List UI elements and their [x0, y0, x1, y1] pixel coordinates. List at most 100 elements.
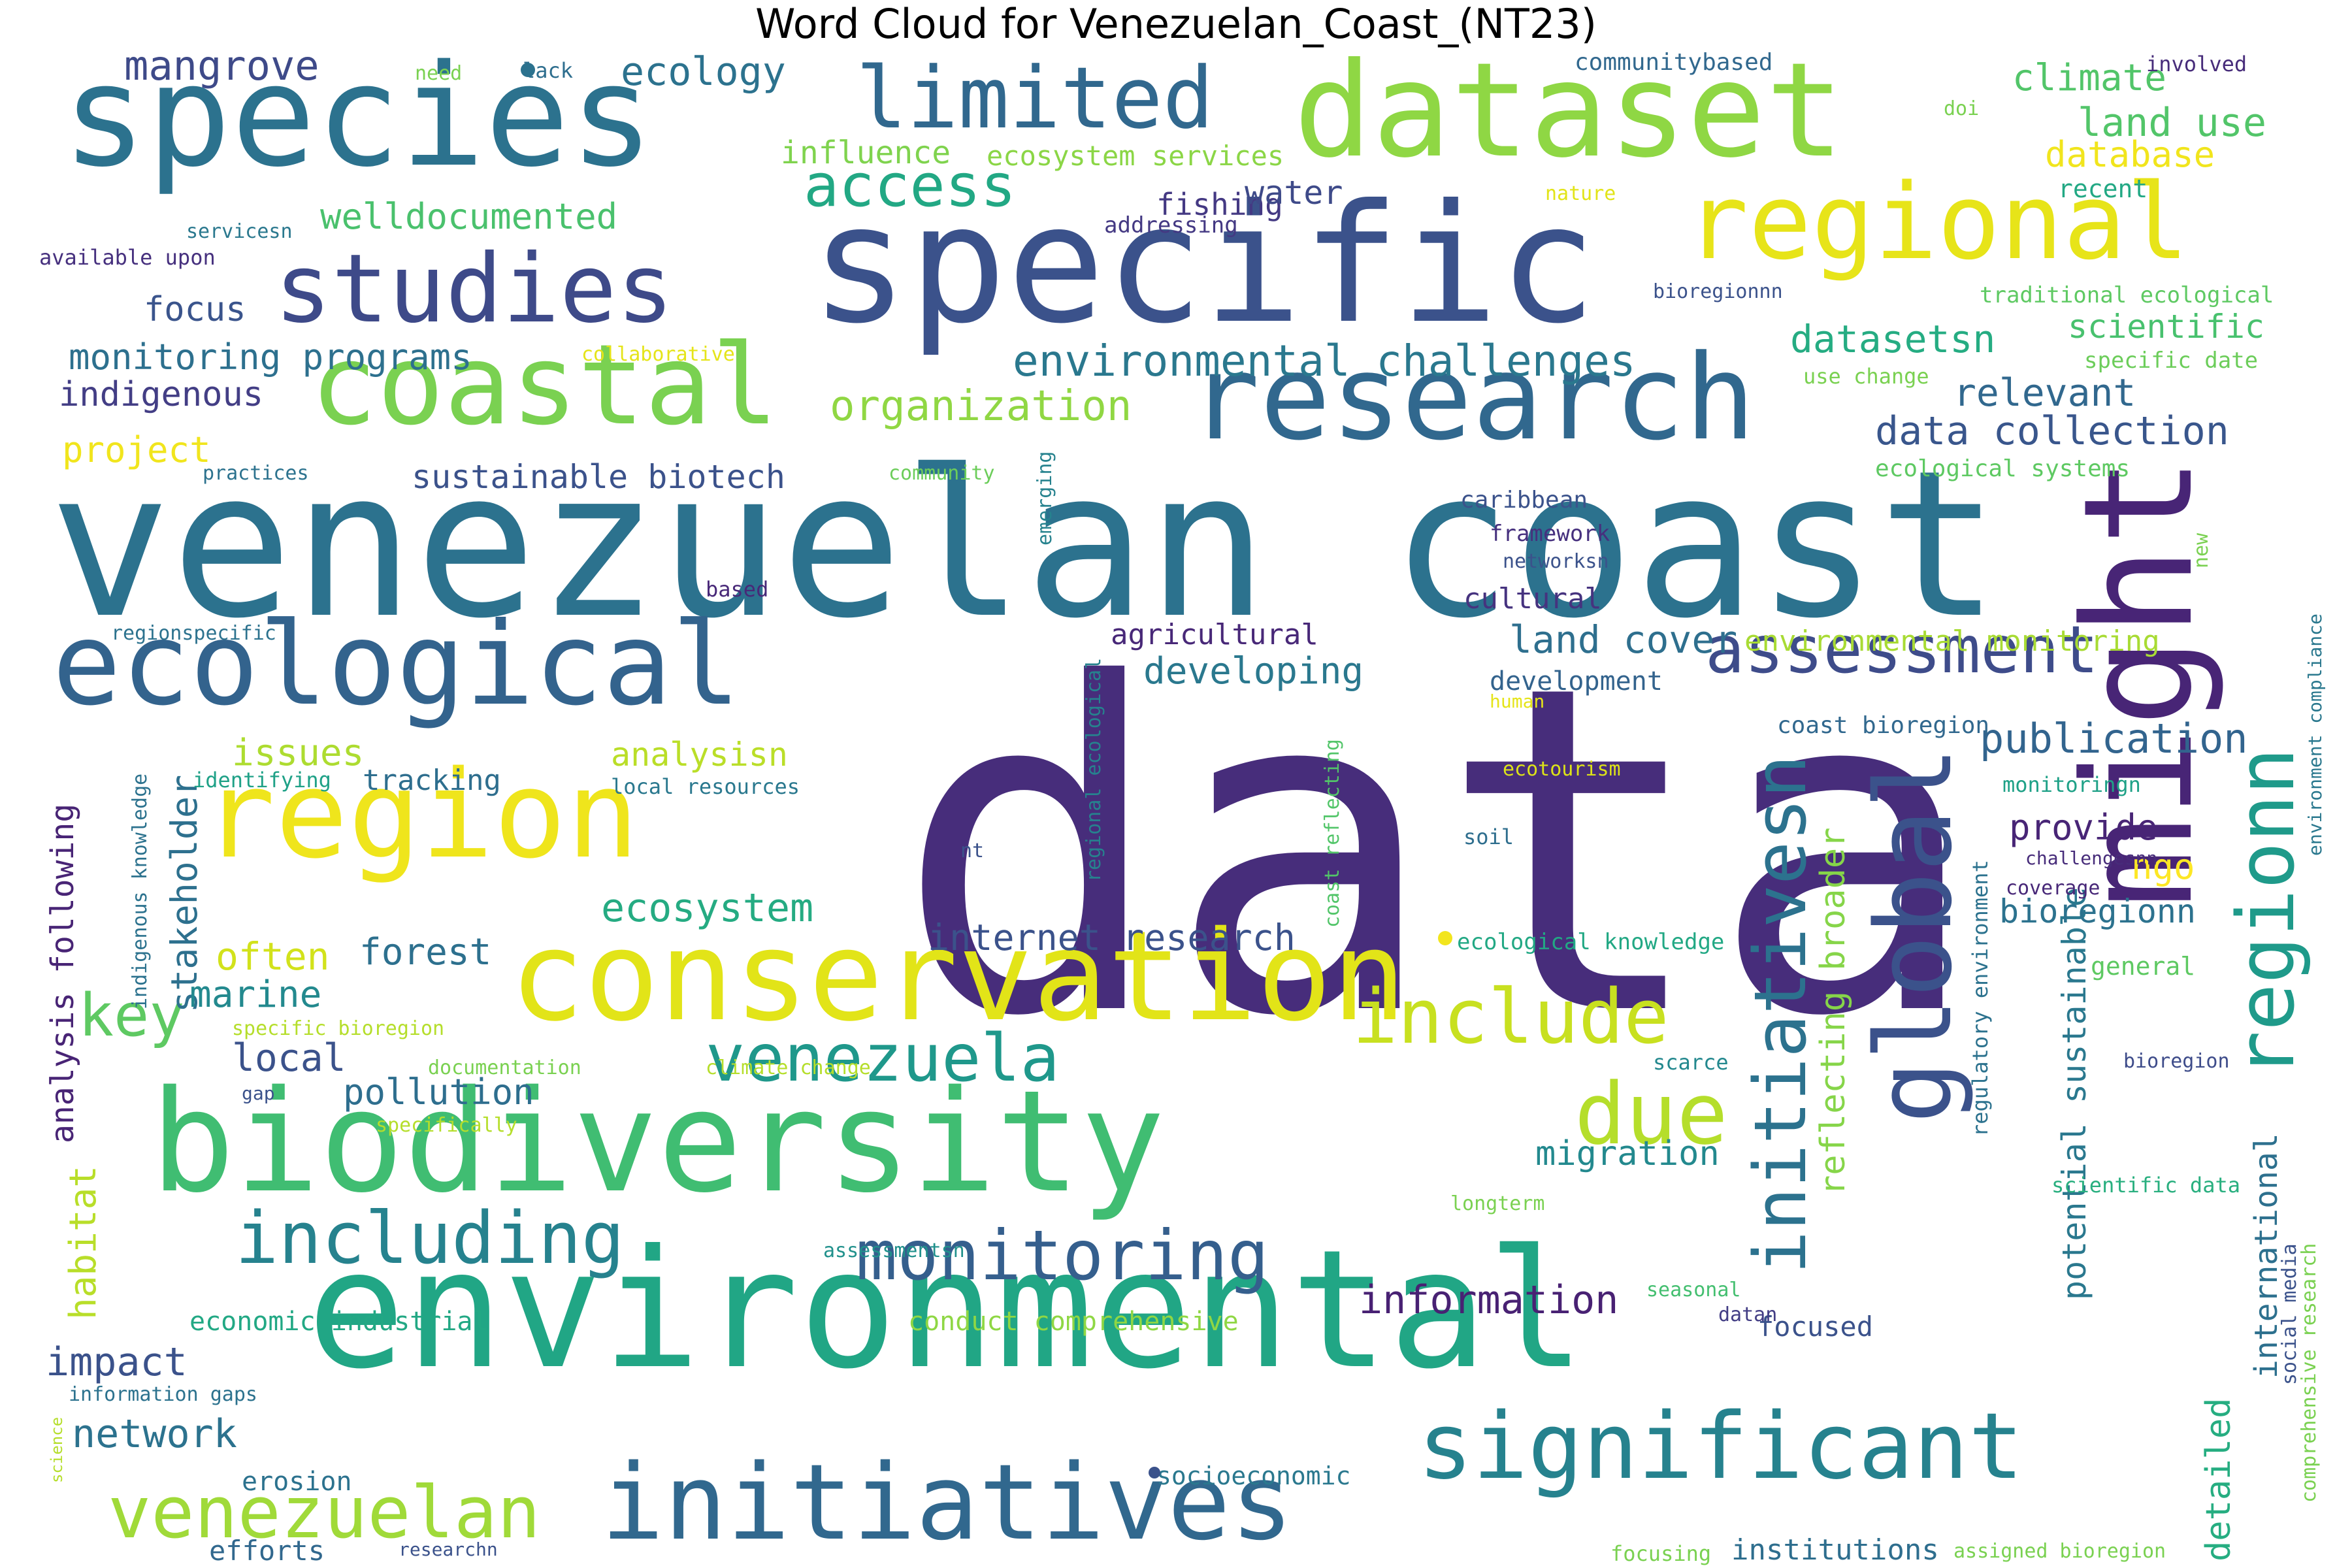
word-monitoringn: monitoringn [2002, 772, 2141, 797]
word-assessment: assessment [1705, 612, 2099, 688]
word-database: database [2045, 134, 2215, 175]
word-including: including [235, 1196, 625, 1280]
word-new: new [2190, 532, 2213, 568]
word-coast-bioregion: coast bioregion [1777, 712, 1990, 739]
word-soil: soil [1463, 825, 1514, 849]
word-involved: involved [2146, 52, 2247, 76]
word-issues: issues [232, 732, 365, 774]
word-analysisn: analysisn [611, 736, 788, 774]
dot-mark [521, 63, 535, 77]
word-water: water [1245, 174, 1343, 212]
word-identifying: identifying [193, 768, 331, 792]
word-community: community [889, 462, 995, 485]
word-economic-industrial: economic industrial [189, 1307, 489, 1337]
word-available-upon: available upon [39, 245, 216, 270]
word-addressing: addressing [1104, 212, 1238, 238]
word-habitat: habitat [62, 1165, 105, 1320]
word-regulatory-environment: regulatory environment [1968, 860, 1993, 1137]
word-international: international [2248, 1133, 2285, 1379]
word-based: based [706, 577, 769, 602]
word-often: often [216, 934, 330, 979]
word-monitoring-programs: monitoring programs [69, 336, 472, 378]
word-climate: climate [2012, 57, 2167, 99]
word-migration: migration [1535, 1134, 1720, 1173]
word-environmental-challenges: environmental challenges [1013, 336, 1636, 386]
word-focused: focused [1757, 1311, 1874, 1343]
word-fishing: fishing [1156, 187, 1283, 222]
word-specifically: specifically [376, 1114, 517, 1137]
word-ecotourism: ecotourism [1503, 758, 1621, 781]
word-biodiversity: biodiversity [150, 1060, 1166, 1224]
word-mangrove: mangrove [124, 42, 319, 90]
word-comprehensive-research: comprehensive research [2298, 1243, 2321, 1503]
word-nature: nature [1545, 182, 1616, 205]
word-environmental: environmental [307, 1215, 1586, 1405]
word-networksn: networksn [1503, 550, 1609, 573]
word-include: include [1352, 973, 1669, 1061]
word-datasetsn: datasetsn [1790, 317, 1996, 361]
word-bioregionnn: bioregionnn [1653, 280, 1783, 303]
word-ngo: ngo [2131, 846, 2195, 887]
word-welldocumented: welldocumented [320, 196, 618, 237]
word-analysis-following: analysis following [44, 803, 81, 1143]
word-caribbean: caribbean [1460, 487, 1588, 514]
word-publication: publication [1980, 715, 2248, 762]
word-regionspecific: regionspecific [111, 622, 276, 645]
word-ecology: ecology [621, 49, 786, 95]
word-science: science [48, 1416, 66, 1483]
word-venezuelan: venezuelan [108, 1471, 541, 1554]
word-impact: impact [46, 1339, 188, 1385]
word-erosion: erosion [242, 1467, 352, 1497]
word-agricultural: agricultural [1111, 618, 1318, 651]
word-general: general [2091, 952, 2196, 981]
word-access: access [804, 152, 1017, 220]
word-gap: gap [242, 1083, 275, 1104]
word-sustainable-biotech: sustainable biotech [412, 458, 785, 496]
word-bioregion: bioregion [2123, 1050, 2230, 1073]
word-provide: provide [2009, 807, 2158, 848]
word-local-resources: local resources [611, 774, 800, 799]
word-indigenous-knowledge: indigenous knowledge [129, 773, 152, 1009]
word-indigenous: indigenous [59, 375, 264, 414]
word-global: global [1853, 746, 1975, 1124]
word-species: species [62, 34, 655, 198]
word-potential-sustainable: potential sustainable [2055, 887, 2093, 1300]
word-significant: significant [1418, 1394, 2024, 1500]
word-climate-change: climate change [706, 1056, 871, 1079]
word-marine: marine [189, 973, 322, 1016]
word-initiativesn: initiativesn [1739, 755, 1822, 1274]
word-venezuela: venezuela [706, 1020, 1060, 1096]
word-research: research [1189, 330, 1756, 466]
word-specific-date: specific date [2084, 348, 2259, 374]
word-emerging: emerging [1034, 451, 1056, 546]
word-initiatives: initiatives [601, 1441, 1294, 1563]
word-forest: forest [359, 931, 492, 973]
word-communitybased: communitybased [1575, 49, 1773, 76]
word-studies: studies [274, 234, 674, 344]
word-recent: recent [2058, 174, 2148, 203]
word-organization: organization [830, 382, 1132, 431]
word-socioeconomic: socioeconomic [1156, 1462, 1351, 1490]
word-monitoring: monitoring [856, 1216, 1269, 1296]
word-scarce: scarce [1653, 1050, 1729, 1075]
word-pollution: pollution [343, 1071, 534, 1113]
word-information: information [1359, 1277, 1619, 1323]
word-assigned-bioregion: assigned bioregion [1953, 1540, 2166, 1563]
word-environment-compliance: environment compliance [2304, 613, 2326, 856]
word-nt: nt [960, 840, 985, 862]
word-scientific: scientific [2068, 308, 2265, 346]
word-due: due [1575, 1064, 1728, 1164]
word-information-gaps: information gaps [69, 1383, 257, 1406]
word-coverage: coverage [2006, 877, 2100, 900]
word-focus: focus [144, 290, 246, 329]
word-regionn: regionn [2221, 747, 2312, 1078]
word-challengesnn: challengesnn [2025, 847, 2158, 869]
word-developing: developing [1143, 650, 1364, 693]
word-regional: regional [1686, 161, 2189, 283]
word-local: local [232, 1036, 346, 1080]
word-relevant: relevant [1953, 370, 2136, 415]
word-data: data [895, 590, 1981, 1115]
chart-title: Word Cloud for Venezuelan_Coast_(NT23) [755, 0, 1597, 48]
